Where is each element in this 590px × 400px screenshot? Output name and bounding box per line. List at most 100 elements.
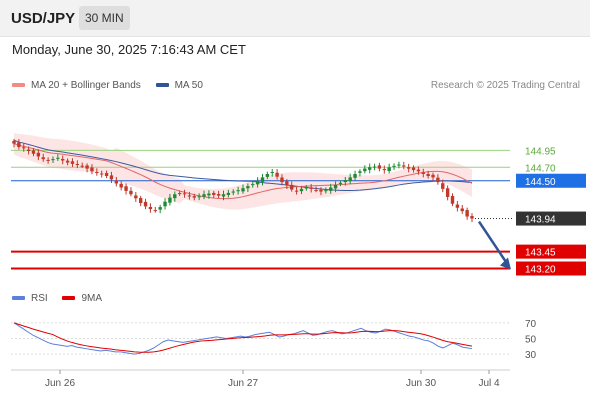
level-tag-4 [516, 244, 586, 259]
legend-rsi-swatch [12, 296, 25, 301]
candle [470, 213, 474, 223]
candle-body [197, 196, 201, 198]
candle [75, 160, 80, 169]
rsi-tick-label: 50 [525, 335, 537, 346]
candle-body [363, 168, 367, 172]
candle [41, 153, 45, 162]
candle [95, 168, 99, 176]
candle [104, 170, 109, 179]
chart-header: USD/JPY 30 MIN [0, 0, 590, 37]
legend-ma20: MA 20 + Bollinger Bands [12, 80, 141, 91]
candle [392, 163, 396, 170]
candle-body [241, 188, 245, 192]
candle [187, 191, 192, 200]
candle-body [455, 204, 460, 208]
candle [226, 189, 231, 198]
candle [90, 164, 94, 175]
candle-body [124, 186, 128, 191]
candle-body [221, 194, 226, 197]
candle-body [148, 206, 153, 210]
candle [207, 190, 211, 199]
candle-body [246, 186, 250, 189]
candle [114, 176, 119, 187]
candle-body [236, 190, 240, 192]
candle [431, 172, 435, 182]
candle-body [304, 187, 309, 189]
candle-body [95, 172, 99, 174]
candle [450, 193, 455, 207]
candle [65, 158, 70, 166]
candle [397, 161, 401, 169]
bollinger-band [14, 132, 472, 210]
legend-ma20-swatch [12, 83, 25, 88]
level-label-2: 144.50 [525, 177, 556, 188]
candle-body [294, 190, 299, 192]
candle-body [260, 177, 265, 182]
candle [343, 176, 348, 186]
candle [17, 139, 21, 150]
candle-body [80, 165, 84, 167]
candle [255, 177, 260, 188]
candle [61, 155, 65, 165]
candle-body [158, 207, 162, 210]
candle [80, 162, 84, 169]
candle-body [465, 210, 469, 217]
candle-body [212, 192, 216, 195]
rsi-tick-label: 30 [525, 350, 537, 361]
legend-rsi: RSI [12, 293, 48, 304]
candle-body [353, 174, 357, 178]
candle-body [377, 165, 382, 169]
candle-body [358, 171, 362, 173]
candle [329, 183, 333, 194]
candle-body [231, 191, 235, 193]
candle [119, 181, 123, 191]
candle [348, 173, 352, 185]
candle [158, 204, 162, 214]
candle [436, 174, 440, 185]
candle-body [182, 193, 187, 195]
time-tick-label: Jun 30 [406, 378, 436, 389]
candle [124, 183, 128, 195]
candle [416, 166, 421, 175]
candle-body [251, 184, 255, 186]
candle-body [314, 190, 318, 192]
candle-body [382, 169, 386, 171]
level-label-4: 143.45 [525, 248, 556, 259]
candle-body [143, 201, 148, 207]
candle-body [392, 165, 396, 167]
candle-body [31, 150, 36, 154]
candle [212, 190, 216, 199]
candle [31, 148, 36, 157]
candle-body [309, 187, 313, 189]
candle [221, 190, 226, 201]
candle-body [275, 172, 279, 177]
candle-body [202, 194, 206, 197]
candle-body [22, 147, 26, 149]
candle [426, 170, 430, 179]
candle-body [319, 189, 323, 192]
candle-body [134, 195, 138, 199]
candle-body [333, 184, 338, 189]
legend-ma50: MA 50 [155, 80, 203, 91]
legend-9ma-label: 9MA [81, 293, 103, 304]
candle [314, 186, 318, 193]
legend-ma50-swatch [155, 83, 169, 88]
candle [192, 193, 196, 201]
candle [202, 190, 206, 200]
candle [177, 190, 182, 196]
candle [241, 184, 245, 194]
candle [319, 187, 323, 196]
candle-body [445, 188, 450, 197]
candle-body [173, 194, 177, 199]
candle [12, 138, 16, 148]
candle [363, 165, 367, 174]
interval-button[interactable]: 30 MIN [79, 6, 130, 30]
candle [246, 183, 250, 192]
candle [290, 181, 294, 192]
candle-body [397, 164, 401, 166]
candle [299, 185, 304, 195]
level-tag-3 [516, 211, 586, 226]
candle-body [192, 196, 196, 198]
candle [324, 187, 328, 194]
candle-body [436, 177, 440, 183]
